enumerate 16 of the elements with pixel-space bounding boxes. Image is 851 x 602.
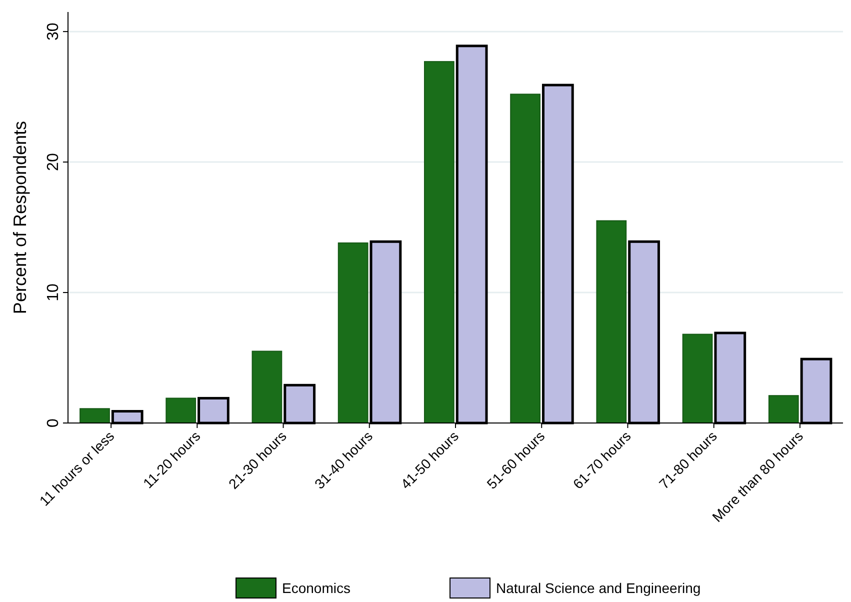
y-tick-label: 10 <box>45 284 62 302</box>
bar <box>338 242 368 424</box>
bar <box>252 350 282 424</box>
legend-label: Economics <box>282 580 350 596</box>
bar <box>596 220 627 424</box>
bar <box>682 334 713 424</box>
y-tick-label: 30 <box>45 22 62 40</box>
bar <box>510 94 540 424</box>
y-tick-label: 20 <box>45 153 62 171</box>
y-tick-label: 0 <box>45 418 62 428</box>
bar <box>80 408 110 424</box>
bar <box>424 61 454 424</box>
y-axis-title: Percent of Respondents <box>10 120 30 314</box>
bar <box>768 395 799 424</box>
bar <box>166 398 196 424</box>
legend-label: Natural Science and Engineering <box>496 580 701 596</box>
